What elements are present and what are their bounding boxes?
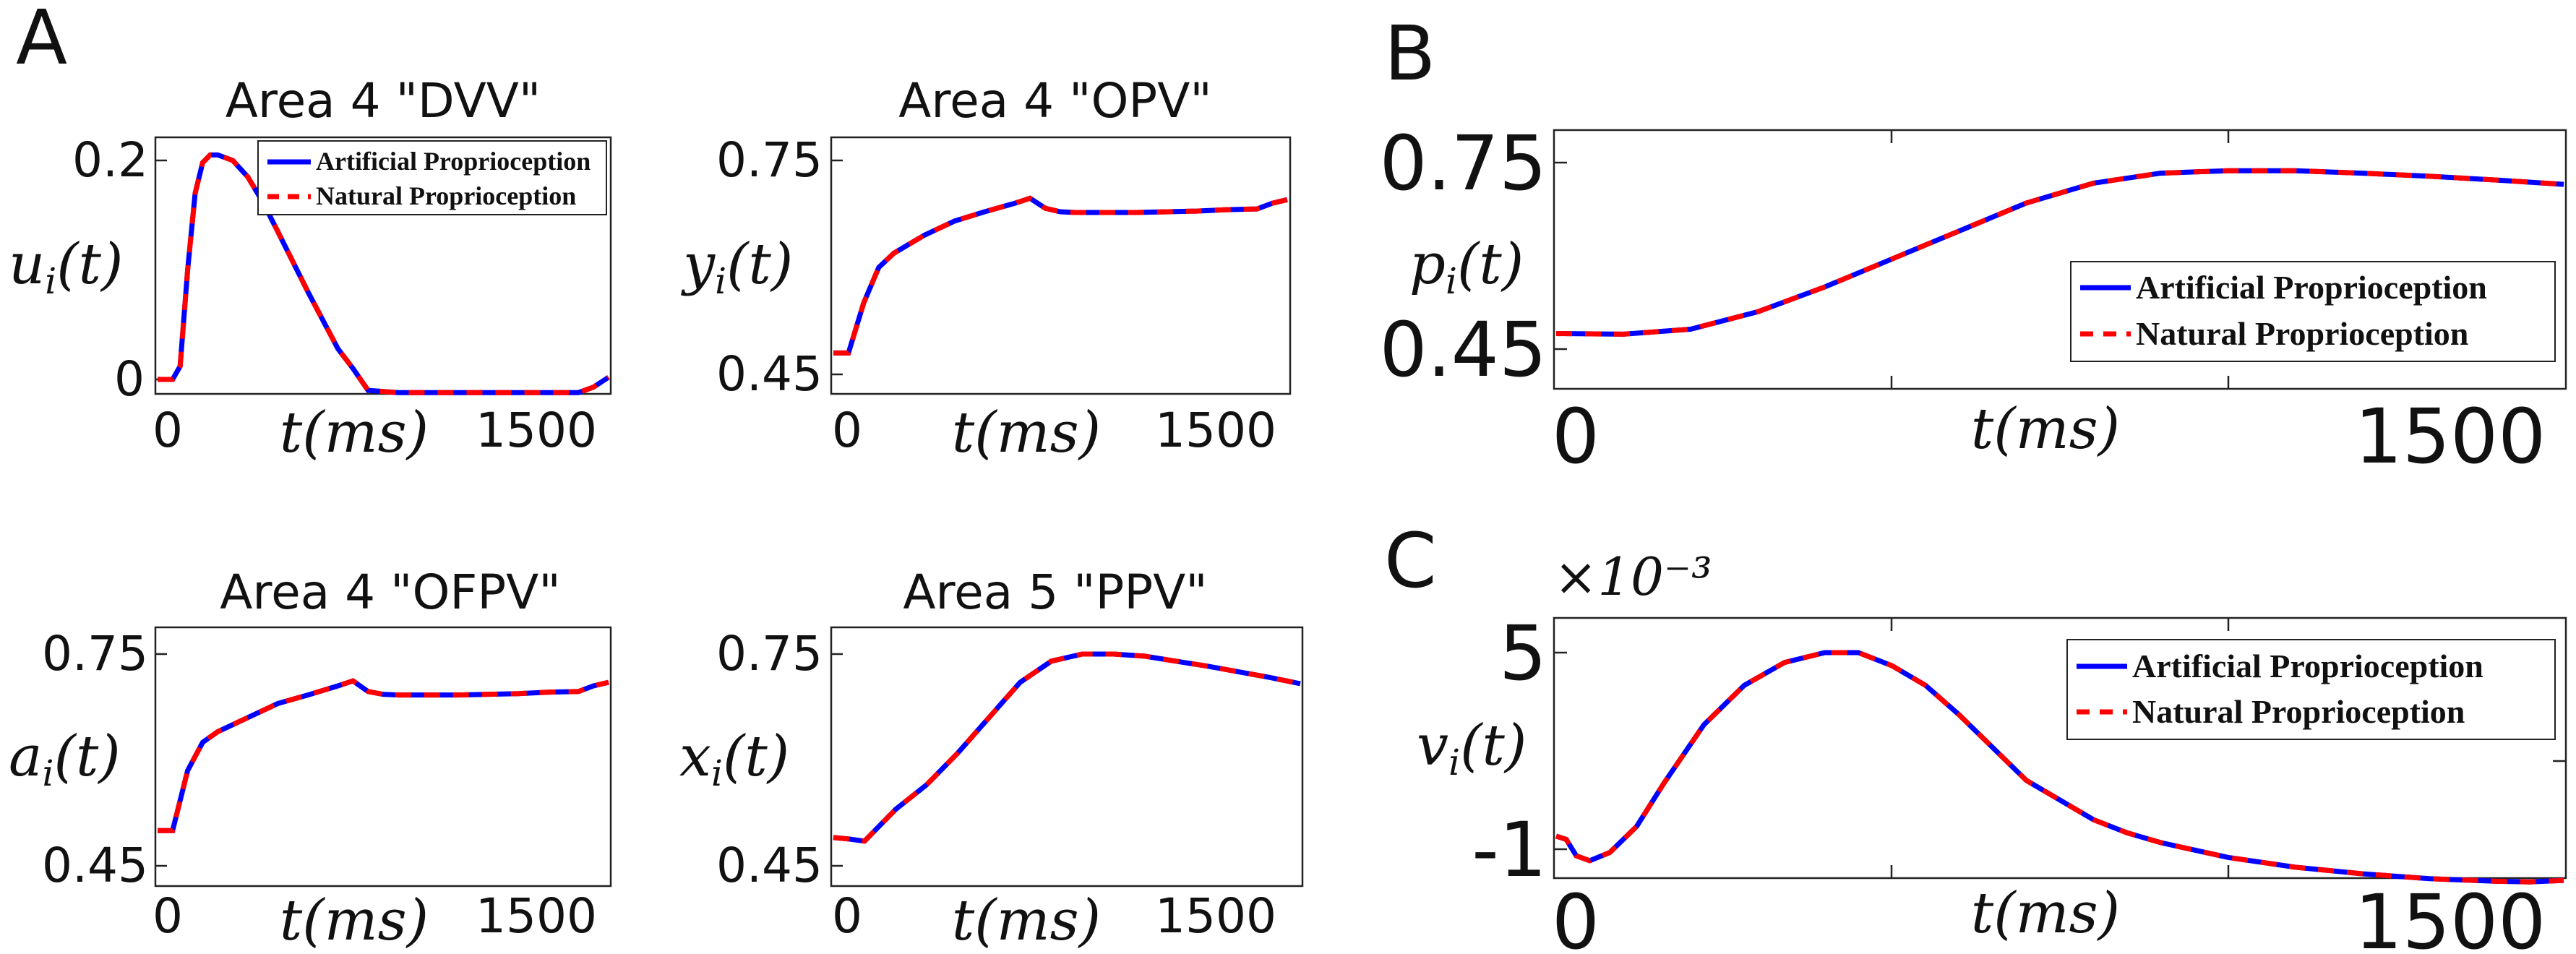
- legend: Artificial Proprioception Natural Propri…: [2066, 639, 2556, 740]
- y-axis-label: yi(t): [681, 232, 793, 302]
- y-tick-label: -1: [1472, 806, 1547, 894]
- series-line-natural: [1555, 650, 2564, 885]
- y-tick-label: 0.2: [72, 132, 148, 188]
- plot-frame: [1553, 616, 2567, 880]
- chart-a4-ppv: Area 5 "PPV" 0.75 0.45 0 1500 t(ms) xi(t…: [679, 564, 1304, 953]
- plot-frame: [830, 136, 1292, 395]
- y-label-var: y: [681, 232, 716, 297]
- y-tick-label: 0.45: [716, 838, 823, 893]
- x-tick-label: 1500: [2355, 878, 2546, 954]
- chart-title: Area 4 "OPV": [898, 73, 1211, 129]
- y-axis-label: ui(t): [9, 232, 123, 302]
- x-axis-label: t(ms): [952, 400, 1101, 465]
- y-axis-multiplier: ×10⁻³: [1554, 546, 1712, 607]
- series-line-natural: [833, 651, 1301, 844]
- x-axis-label: t(ms): [280, 400, 429, 465]
- chart-b-position: 0.75 0.45 0 1500 t(ms) pi(t) Artificial …: [1379, 119, 2567, 481]
- chart-a3-ofpv: Area 4 "OFPV" 0.75 0.45 0 1500 t(ms) ai(…: [9, 564, 612, 953]
- legend: Artificial Proprioception Natural Propri…: [257, 140, 607, 215]
- legend-label-artificial: Artificial Proprioception: [316, 147, 591, 176]
- y-axis-label: ai(t): [9, 724, 121, 794]
- chart-a1-dvv: Area 4 "DVV" 0.2 0 0 1500 t(ms) ui(t) Ar…: [9, 73, 612, 465]
- x-tick-label: 0: [1552, 878, 1600, 954]
- x-tick-label: 0: [832, 888, 862, 944]
- legend-label-artificial: Artificial Proprioception: [2136, 269, 2487, 306]
- y-tick-label: 0.45: [42, 838, 148, 893]
- x-tick-label: 0: [832, 403, 862, 458]
- panel-label-a: A: [16, 0, 67, 82]
- legend-box: [2070, 261, 2556, 362]
- y-tick-label: 0: [114, 351, 145, 407]
- x-tick-label: 0: [1552, 392, 1600, 481]
- y-axis-label: vi(t): [1417, 713, 1527, 783]
- x-tick-label: 1500: [2355, 392, 2546, 481]
- x-tick-label: 1500: [476, 888, 597, 944]
- y-tick-label: 0.75: [716, 132, 823, 188]
- chart-a2-opv: Area 4 "OPV" 0.75 0.45 0 1500 t(ms) yi(t…: [681, 73, 1292, 465]
- y-label-var: x: [679, 724, 711, 789]
- legend-label-natural: Natural Proprioception: [2132, 693, 2465, 730]
- y-label-var: u: [9, 232, 45, 297]
- y-label-var: p: [1409, 232, 1446, 297]
- y-tick-label: 0.75: [42, 626, 148, 682]
- x-axis-label: t(ms): [1971, 397, 2120, 462]
- chart-title: Area 4 "OFPV": [220, 564, 560, 620]
- x-axis-label: t(ms): [1971, 881, 2120, 946]
- plot-frame: [1553, 129, 2567, 390]
- y-axis-label: xi(t): [679, 724, 789, 794]
- x-tick-label: 1500: [1155, 403, 1276, 458]
- y-tick-label: 5: [1499, 609, 1547, 697]
- y-axis-label: pi(t): [1409, 232, 1524, 302]
- x-tick-label: 1500: [1155, 888, 1276, 944]
- panel-label-c: C: [1384, 517, 1437, 605]
- y-tick-label: 0.75: [1379, 119, 1547, 207]
- legend-label-natural: Natural Proprioception: [316, 181, 576, 210]
- x-axis-label: t(ms): [952, 888, 1101, 953]
- y-label-var: a: [9, 724, 43, 789]
- y-label-var: v: [1417, 713, 1448, 778]
- legend-label-natural: Natural Proprioception: [2136, 315, 2468, 352]
- series-line-natural: [1555, 168, 2564, 337]
- legend: Artificial Proprioception Natural Propri…: [2070, 261, 2556, 362]
- x-tick-label: 0: [153, 403, 183, 458]
- series-line-natural: [833, 195, 1288, 356]
- plot-frame: [154, 626, 612, 888]
- x-axis-label: t(ms): [280, 888, 429, 953]
- legend-box: [257, 140, 607, 215]
- series-line-natural: [158, 152, 610, 395]
- series-line-natural: [158, 678, 609, 833]
- chart-c-velocity: ×10⁻³ 5 -1 0 1500 t(ms) vi(t) Artificial…: [1417, 546, 2567, 954]
- y-tick-label: 0.45: [1379, 306, 1547, 394]
- chart-title: Area 4 "DVV": [226, 73, 541, 129]
- x-tick-label: 1500: [476, 403, 597, 458]
- plot-frame: [830, 626, 1304, 888]
- panel-label-b: B: [1384, 9, 1435, 98]
- chart-title: Area 5 "PPV": [903, 564, 1207, 620]
- legend-box: [2066, 639, 2556, 740]
- y-tick-label: 0.45: [716, 346, 823, 402]
- legend-label-artificial: Artificial Proprioception: [2132, 648, 2483, 684]
- y-tick-label: 0.75: [716, 626, 823, 682]
- x-tick-label: 0: [153, 888, 183, 944]
